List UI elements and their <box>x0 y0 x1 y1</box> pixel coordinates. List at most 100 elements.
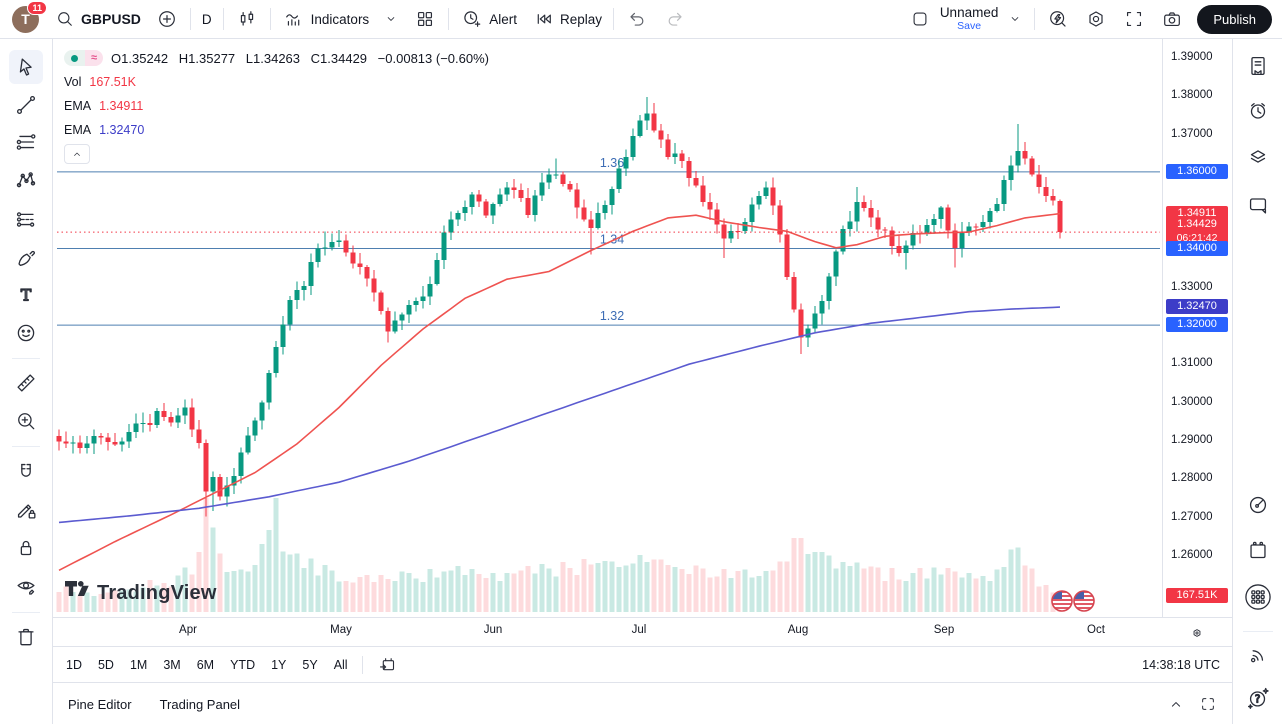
tradingview-mark-icon <box>64 580 90 607</box>
indicator-templates-button[interactable] <box>406 4 444 34</box>
user-avatar[interactable]: T 11 <box>12 0 47 33</box>
panel-maximize-button[interactable] <box>1198 694 1218 714</box>
volume-row[interactable]: Vol 167.51K <box>64 72 496 92</box>
sidebar-alerts-button[interactable] <box>1243 96 1273 126</box>
replay-button[interactable]: Replay <box>524 4 609 34</box>
sidebar-help-button[interactable]: ? <box>1243 683 1273 713</box>
price-axis[interactable]: 1.39000 1.38000 1.37000 1.33000 1.31000 1.300… <box>1162 38 1233 617</box>
range-button-5d[interactable]: 5D <box>90 654 122 676</box>
tool-magnet-button[interactable] <box>9 455 43 489</box>
settings-button[interactable] <box>1077 4 1115 34</box>
brush-icon <box>18 250 35 267</box>
redo-button[interactable] <box>656 4 694 34</box>
object-tree-icon <box>1250 150 1266 163</box>
ema-slow-row[interactable]: EMA 1.32470 <box>64 120 496 140</box>
indicators-button[interactable]: Indicators <box>275 4 377 34</box>
tool-hide-drawings-button[interactable] <box>9 569 43 603</box>
market-status-pill[interactable]: ≈ <box>64 50 104 66</box>
svg-text:1.36: 1.36 <box>600 156 624 170</box>
camera-icon <box>1160 7 1184 31</box>
svg-text:T: T <box>21 286 32 305</box>
save-link[interactable]: Save <box>957 19 982 32</box>
event-flags[interactable] <box>1051 590 1095 612</box>
tool-brush-button[interactable] <box>9 240 43 274</box>
sidebar-apps-button[interactable] <box>1243 582 1273 612</box>
tool-zoom-in-button[interactable] <box>9 404 43 438</box>
sidebar-screener-button[interactable] <box>1243 490 1273 520</box>
utc-clock[interactable]: 14:38:18 UTC <box>1142 657 1220 672</box>
quick-search-button[interactable] <box>1039 4 1077 34</box>
tool-lock-all-button[interactable] <box>9 531 43 565</box>
panel-collapse-button[interactable] <box>1166 694 1186 714</box>
layout-title[interactable]: Unnamed Save <box>940 6 999 31</box>
sidebar-object-tree-button[interactable] <box>1243 142 1273 172</box>
legend: ≈ O1.35242 H1.35277 L1.34263 C1.34429 −0… <box>64 48 496 164</box>
tool-fib-retracement-button[interactable] <box>9 125 43 159</box>
watchlist-icon <box>1251 56 1265 76</box>
separator <box>361 655 363 674</box>
ohlc-values[interactable]: O1.35242 H1.35277 L1.34263 C1.34429 −0.0… <box>111 51 496 66</box>
tab-trading-panel[interactable]: Trading Panel <box>148 691 252 718</box>
layout-checkbox[interactable] <box>902 4 938 34</box>
tool-emoji-button[interactable] <box>9 316 43 350</box>
indicators-menu-caret[interactable] <box>376 4 406 34</box>
time-axis-label: Jun <box>483 624 503 636</box>
range-button-ytd[interactable]: YTD <box>222 654 263 676</box>
zoom-in-icon <box>18 413 35 430</box>
time-axis[interactable]: Apr May Jun Jul Aug Sep Oct <box>52 617 1162 647</box>
calendar-goto-icon <box>377 654 399 676</box>
snapshot-button[interactable] <box>1153 4 1191 34</box>
sidebar-calendar-button[interactable] <box>1243 536 1273 566</box>
undo-button[interactable] <box>618 4 656 34</box>
ruler-icon <box>17 374 35 392</box>
axis-settings-corner[interactable] <box>1162 617 1232 647</box>
range-button-1y[interactable]: 1Y <box>263 654 294 676</box>
alert-button[interactable]: Alert <box>453 4 524 34</box>
tool-trend-line-button[interactable] <box>9 88 43 122</box>
alerts-icon <box>1250 103 1266 119</box>
gear-icon <box>1084 7 1108 31</box>
range-button-1m[interactable]: 1M <box>122 654 155 676</box>
price-tick-label: 1.29000 <box>1171 434 1213 447</box>
text-icon: T <box>20 285 32 305</box>
us-flag-icon <box>1074 591 1094 611</box>
vol-label: Vol <box>64 75 82 89</box>
tool-cursor-button[interactable] <box>9 50 43 84</box>
symbol-search-button[interactable]: GBPUSD <box>47 4 148 34</box>
publish-button[interactable]: Publish <box>1197 4 1272 34</box>
tool-projection-button[interactable] <box>9 202 43 236</box>
goto-date-button[interactable] <box>369 650 407 680</box>
indicators-icon <box>282 7 306 31</box>
ema-slow-line <box>58 306 1061 524</box>
interval-button[interactable]: D <box>195 4 219 34</box>
us-flag-icon <box>1052 591 1072 611</box>
search-icon <box>54 8 76 30</box>
low-value: L1.34263 <box>245 50 301 66</box>
sidebar-broadcast-button[interactable] <box>1243 640 1273 670</box>
time-axis-label: Sep <box>933 624 955 636</box>
tool-remove-objects-button[interactable] <box>9 620 43 654</box>
range-button-6m[interactable]: 6M <box>189 654 222 676</box>
range-button-5y[interactable]: 5Y <box>294 654 325 676</box>
time-axis-label: Jul <box>631 624 647 636</box>
lock-all-icon <box>20 540 32 556</box>
tool-text-button[interactable]: T <box>9 278 43 312</box>
range-button-1d[interactable]: 1D <box>58 654 90 676</box>
fullscreen-button[interactable] <box>1115 4 1153 34</box>
sidebar-watchlist-button[interactable] <box>1243 51 1273 81</box>
tool-ruler-button[interactable] <box>9 366 43 400</box>
sidebar-chat-button[interactable] <box>1243 190 1273 220</box>
legend-collapse-button[interactable] <box>64 144 90 164</box>
price-chart[interactable]: 1.361.341.32 <box>52 38 1162 617</box>
top-toolbar: T 11 GBPUSD D Indicators <box>0 0 1282 39</box>
tool-drawing-mode-lock-button[interactable] <box>9 493 43 527</box>
range-button-all[interactable]: All <box>326 654 356 676</box>
ema-fast-row[interactable]: EMA 1.34911 <box>64 96 496 116</box>
toolbar-divider <box>12 358 40 359</box>
tab-pine-editor[interactable]: Pine Editor <box>56 691 144 718</box>
layout-menu-caret[interactable] <box>1000 4 1030 34</box>
tool-xabcd-pattern-button[interactable] <box>9 163 43 197</box>
chart-style-button[interactable] <box>228 4 266 34</box>
compare-add-button[interactable] <box>148 4 186 34</box>
range-button-3m[interactable]: 3M <box>155 654 188 676</box>
